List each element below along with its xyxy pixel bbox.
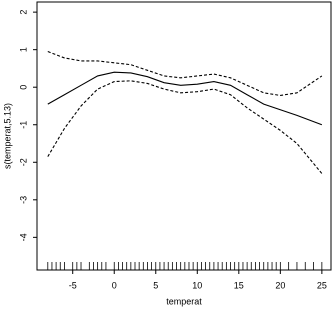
y-tick-label: 1 xyxy=(18,47,28,52)
x-tick-label: 10 xyxy=(192,280,202,290)
y-tick-label: -2 xyxy=(18,158,28,166)
x-tick-label: 0 xyxy=(112,280,117,290)
confidence-band xyxy=(47,80,323,174)
smooth-line xyxy=(47,71,323,126)
confidence-band xyxy=(47,51,323,97)
x-tick-label: -5 xyxy=(69,280,77,290)
x-tick-label: 20 xyxy=(275,280,285,290)
plot-frame xyxy=(36,1,332,271)
y-axis-label: s(temperat,5.13) xyxy=(2,103,12,169)
y-tick-label: -1 xyxy=(18,121,28,129)
y-tick-label: -3 xyxy=(18,196,28,204)
y-tick-label: -4 xyxy=(18,233,28,241)
y-tick-label: 0 xyxy=(18,85,28,90)
y-tick-label: 2 xyxy=(18,10,28,15)
x-tick-label: 5 xyxy=(153,280,158,290)
x-tick-label: 15 xyxy=(234,280,244,290)
x-axis-label: temperat xyxy=(166,296,202,306)
x-tick-label: 25 xyxy=(317,280,327,290)
